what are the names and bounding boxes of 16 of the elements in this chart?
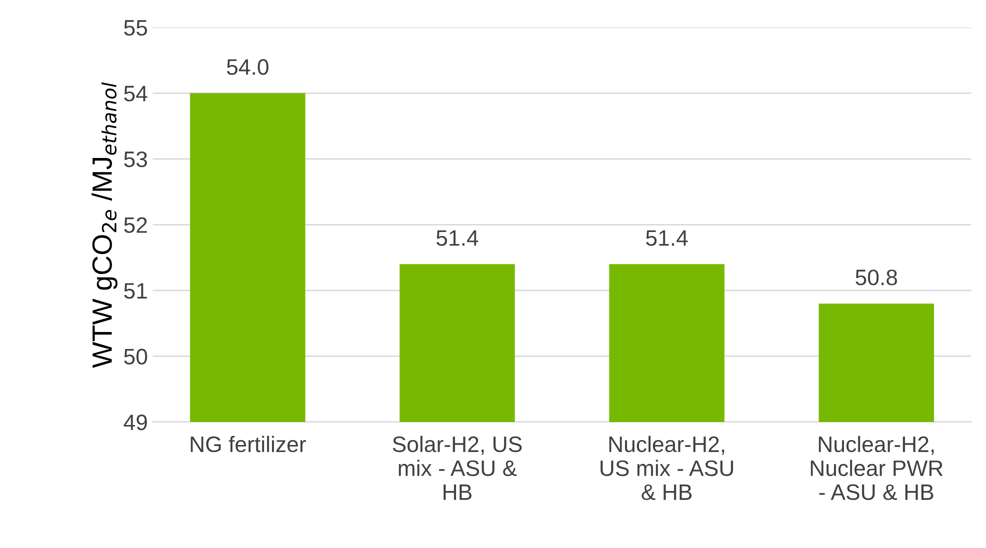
data-label: 51.4	[646, 230, 688, 246]
y-tick-label: 52	[124, 217, 147, 233]
data-label: 51.4	[436, 230, 478, 246]
y-tick-label: 49	[124, 414, 147, 430]
x-tick-label: Nuclear-H2, Nuclear PWR - ASU & HB	[810, 436, 943, 500]
y-tick-label: 55	[124, 20, 148, 36]
x-tick-label: Solar-H2, US mix - ASU & HB	[392, 436, 522, 500]
y-tick-label: 51	[124, 283, 147, 299]
data-label: 54.0	[226, 59, 268, 75]
y-tick-label: 53	[124, 151, 147, 168]
x-tick-label: Nuclear-H2, US mix - ASU & HB	[600, 436, 733, 500]
x-tick-label: NG fertilizer	[190, 436, 306, 452]
y-tick-label: 54	[124, 86, 148, 102]
y-tick-label: 50	[124, 348, 148, 364]
data-label: 50.8	[856, 270, 898, 286]
y-axis-title: WTW gCO$_{2e}$ /MJ$_{ethanol}$	[92, 82, 118, 368]
